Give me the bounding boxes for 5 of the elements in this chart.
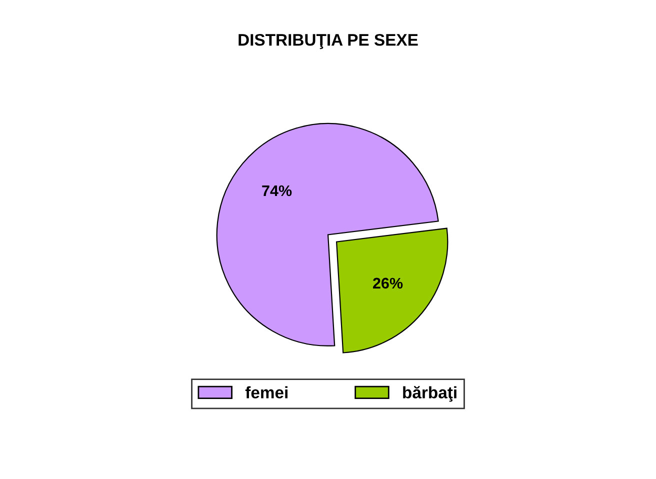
data-label: 74% (262, 185, 292, 196)
legend-label: femei (245, 386, 288, 398)
legend-label: bărbaţi (403, 386, 456, 402)
chart-title: DISTRIBUŢIA PE SEXE (238, 34, 418, 50)
data-label: 26% (373, 278, 403, 289)
